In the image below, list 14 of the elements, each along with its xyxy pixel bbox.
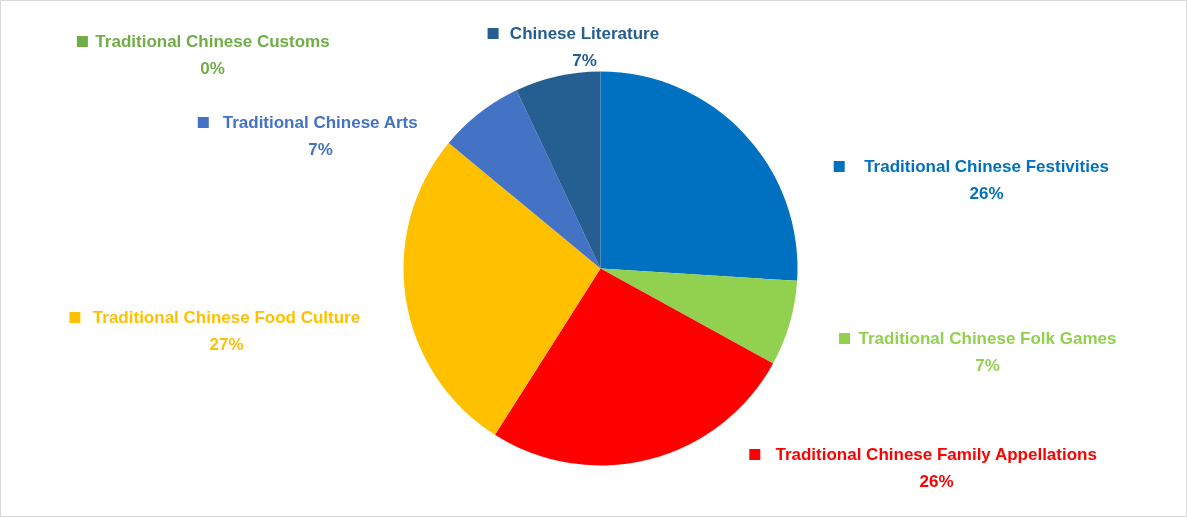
text: 0% xyxy=(200,59,225,78)
data-label: 26% xyxy=(969,184,1004,203)
data-label: 7% xyxy=(975,356,1000,375)
legend-label: Chinese Literature xyxy=(509,24,660,43)
legend-label: Traditional Chinese Arts xyxy=(222,113,418,132)
legend-label: Traditional Chinese Family Appellations xyxy=(775,445,1097,464)
legend-label: Traditional Chinese Folk Games xyxy=(858,329,1117,348)
data-label: 27% xyxy=(209,335,244,354)
data-label: 7% xyxy=(308,140,333,159)
legend-label: Traditional Chinese Food Culture xyxy=(92,308,361,327)
data-label: 26% xyxy=(919,472,954,491)
data-label: 7% xyxy=(572,51,597,70)
legend-label: Traditional Chinese Customs xyxy=(95,32,330,51)
legend-label: Traditional Chinese Festivities xyxy=(864,157,1109,176)
